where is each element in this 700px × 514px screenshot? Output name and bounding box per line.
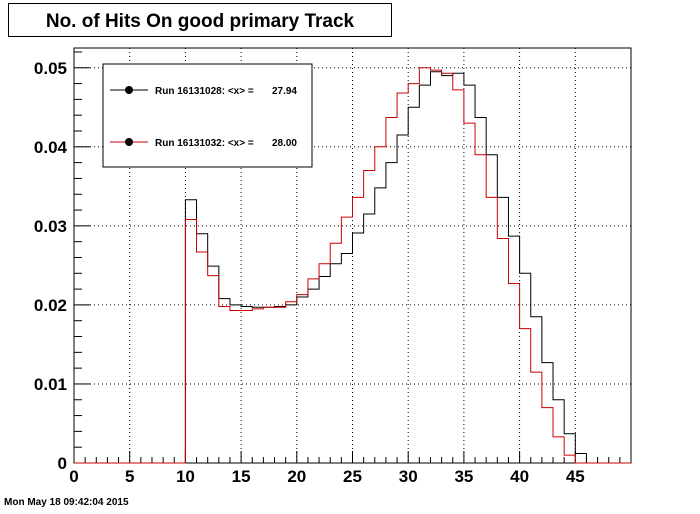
x-tick-label: 10 [176, 467, 195, 486]
legend-label-1: Run 16131032: <x> = [155, 138, 254, 149]
y-axis: 0 0.01 0.02 0.03 0.04 0.05 [34, 51, 90, 473]
histogram-series-0 [74, 71, 631, 464]
legend-mean-1: 28.00 [272, 138, 297, 149]
y-tick-label: 0.04 [34, 138, 68, 157]
x-tick-label: 30 [399, 467, 418, 486]
y-tick-label: 0.02 [34, 296, 67, 315]
y-tick-label: 0.05 [34, 59, 67, 78]
x-tick-label: 25 [343, 467, 362, 486]
x-tick-label: 35 [454, 467, 473, 486]
x-tick-label: 45 [566, 467, 585, 486]
y-tick-label: 0.03 [34, 217, 67, 236]
legend-mean-0: 27.94 [272, 86, 297, 97]
x-tick-label: 15 [232, 467, 251, 486]
histogram-series-1 [74, 67, 631, 464]
x-tick-label: 0 [69, 467, 78, 486]
legend-marker-1 [125, 138, 133, 146]
legend-entry: Run 16131028: <x> = 27.94 [110, 86, 297, 97]
legend-box [102, 63, 313, 168]
y-tick-label: 0.01 [34, 375, 67, 394]
timestamp-footer: Mon May 18 09:42:04 2015 [4, 497, 129, 508]
y-tick-label: 0 [58, 454, 67, 473]
legend-label-0: Run 16131028: <x> = [155, 86, 254, 97]
chart-title-box: No. of Hits On good primary Track [8, 3, 392, 37]
x-tick-label: 20 [287, 467, 306, 486]
legend-marker-0 [125, 86, 133, 94]
x-tick-label: 5 [125, 467, 134, 486]
x-tick-label: 40 [510, 467, 529, 486]
series-group [74, 67, 631, 464]
chart-title: No. of Hits On good primary Track [45, 11, 355, 32]
x-axis: 0 5 10 15 20 25 30 35 40 45 [69, 451, 621, 486]
legend: Run 16131028: <x> = 27.94 Run 16131032: … [102, 63, 313, 168]
legend-entry: Run 16131032: <x> = 28.00 [110, 138, 297, 149]
